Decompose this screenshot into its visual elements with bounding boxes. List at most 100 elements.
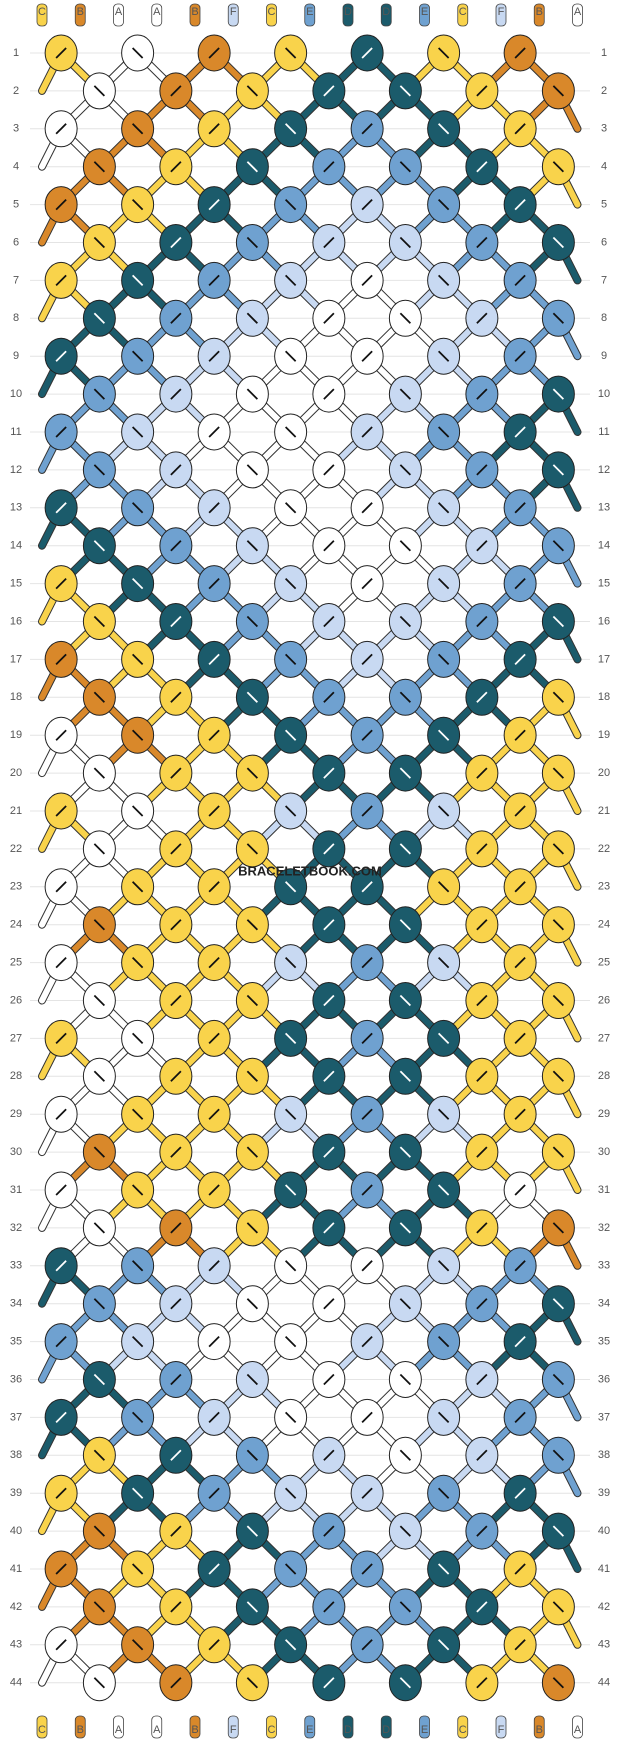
knot-arrow [552, 919, 565, 931]
knot-arrow [131, 1335, 144, 1348]
row-number: 31 [10, 1184, 22, 1196]
knot-arrow [323, 994, 335, 1007]
row-number: 15 [10, 578, 22, 590]
knot-arrow [437, 426, 450, 438]
knot-arrow [246, 843, 259, 855]
row-number: 32 [10, 1222, 22, 1234]
knot-arrow [514, 198, 526, 211]
knot-arrow [284, 729, 297, 741]
knot-arrow [284, 198, 297, 211]
knot-arrow [476, 767, 488, 779]
row-number: 1 [13, 47, 19, 59]
knot-arrow [552, 1070, 565, 1082]
knot-arrow [437, 350, 450, 362]
knot-arrow [552, 85, 565, 97]
row-number: 13 [598, 502, 610, 514]
knot-arrow [131, 577, 144, 590]
knot-arrow [437, 1108, 450, 1120]
strand-end [151, 3, 163, 27]
knot-arrow [552, 1449, 565, 1461]
knot-arrow [170, 919, 182, 931]
strand-end [74, 3, 86, 27]
strand-label: C [459, 1724, 467, 1736]
knot-arrow [55, 198, 67, 211]
knot-arrow [246, 312, 259, 324]
knot-arrow [208, 1487, 220, 1499]
knot-arrow [552, 540, 565, 552]
knot-arrow [131, 1411, 144, 1424]
knot-arrow [246, 1601, 259, 1613]
strand-end [304, 1715, 316, 1739]
knot-arrow [437, 47, 450, 59]
knot-arrow [208, 502, 220, 514]
knot-arrow [399, 994, 412, 1007]
knot-arrow [399, 767, 412, 779]
knot-arrow [552, 161, 565, 173]
knot-arrow [476, 464, 488, 476]
knot-arrow [514, 956, 526, 969]
knot-arrow [514, 729, 526, 741]
strand-label: E [306, 1724, 313, 1736]
strand-label: A [153, 6, 161, 18]
strand-label: A [153, 1724, 161, 1736]
knot-arrow [437, 123, 450, 135]
knot-arrow [323, 464, 335, 476]
knot-arrow [437, 502, 450, 514]
knot-arrow [476, 691, 488, 703]
knot-arrow [246, 464, 259, 476]
knot-arrow [323, 236, 335, 249]
row-number: 20 [10, 767, 22, 779]
knot-arrow [284, 350, 297, 362]
knot-arrow [131, 881, 144, 893]
strand-end [36, 1715, 48, 1739]
knot-arrow [170, 1146, 182, 1158]
knot-arrow [361, 729, 373, 741]
strand-end [266, 1715, 277, 1739]
knot-arrow [361, 426, 373, 438]
knot-arrow [552, 1525, 565, 1537]
knot-arrow [476, 919, 488, 931]
knot-arrow [399, 1070, 412, 1082]
row-number: 8 [13, 312, 19, 324]
knot-arrow [93, 161, 106, 173]
knot-arrow [208, 805, 220, 817]
knot-arrow [208, 426, 220, 438]
strand-end [36, 3, 48, 27]
knot-arrow [170, 1298, 182, 1310]
strand-end [533, 3, 545, 27]
knot-arrow [361, 1639, 373, 1651]
knot-arrow [208, 1260, 220, 1272]
knot-arrow [208, 274, 220, 287]
row-number: 34 [598, 1298, 610, 1310]
knot-arrow [399, 1146, 412, 1158]
knot-arrow [323, 388, 335, 400]
knot-arrow [208, 1108, 220, 1120]
knot-arrow [437, 729, 450, 741]
strand-label: B [536, 1724, 543, 1736]
knot-arrow [284, 1563, 297, 1575]
knot-arrow [552, 464, 565, 476]
knot-arrow [399, 388, 412, 400]
strand-label: A [115, 1724, 123, 1736]
knot-arrow [476, 161, 488, 173]
knot-arrow [246, 1298, 259, 1310]
knot-arrow [514, 1639, 526, 1651]
strand-end [380, 1715, 392, 1739]
knot-arrow [399, 85, 412, 97]
knot-arrow [552, 1677, 565, 1689]
knot-arrow [476, 540, 488, 552]
row-number: 10 [598, 388, 610, 400]
knot-arrow [131, 1184, 144, 1196]
knot-arrow [284, 1184, 297, 1196]
knot-arrow [55, 805, 67, 817]
knot-arrow [361, 274, 373, 287]
knot-arrow [437, 198, 450, 211]
row-number: 31 [598, 1184, 610, 1196]
row-number: 5 [601, 199, 607, 211]
row-number: 37 [10, 1411, 22, 1423]
knot-arrow [514, 1335, 526, 1348]
knot-arrow [399, 1222, 412, 1234]
strand-label: B [77, 6, 84, 18]
row-number: 30 [598, 1146, 610, 1158]
knot-arrow [284, 1260, 297, 1272]
